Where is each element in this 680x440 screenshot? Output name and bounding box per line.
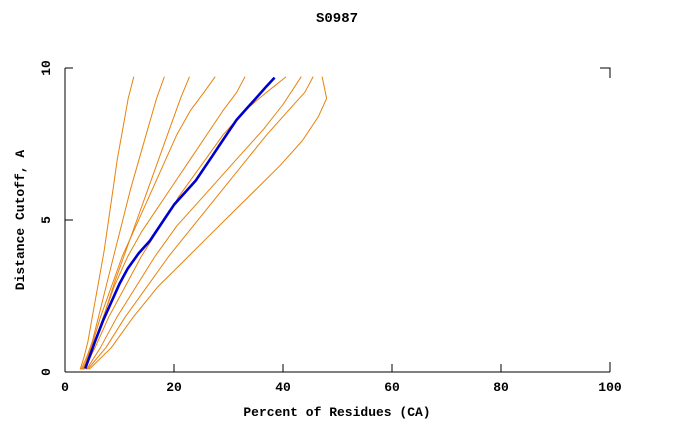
x-tick-label: 0 <box>61 380 69 395</box>
x-tick-label: 40 <box>275 380 291 395</box>
x-tick-label: 20 <box>166 380 182 395</box>
series-orange-9 <box>88 76 328 370</box>
x-axis-label: Percent of Residues (CA) <box>243 405 430 420</box>
y-axis-label: Distance Cutoff, A <box>13 150 28 291</box>
y-tick-layer: 0 5 10 <box>39 60 73 376</box>
series-layer <box>79 76 328 370</box>
series-orange-2 <box>80 76 165 370</box>
top-right-corner-tick <box>600 67 611 78</box>
series-model-blue <box>84 76 276 370</box>
x-tick-label: 80 <box>493 380 509 395</box>
series-orange-1 <box>79 76 135 370</box>
chart-title: S0987 <box>316 11 358 27</box>
series-orange-7 <box>86 76 302 370</box>
y-tick-label: 5 <box>39 216 54 224</box>
x-tick-layer: 0 20 40 60 80 100 <box>61 364 622 395</box>
series-orange-8 <box>87 76 314 370</box>
series-orange-4 <box>82 76 216 370</box>
x-tick-label: 60 <box>384 380 400 395</box>
axes: 0 20 40 60 80 100 0 5 10 <box>39 60 622 395</box>
y-tick-label: 0 <box>39 368 54 376</box>
x-tick-label: 100 <box>598 380 622 395</box>
y-tick-label: 10 <box>39 60 54 76</box>
